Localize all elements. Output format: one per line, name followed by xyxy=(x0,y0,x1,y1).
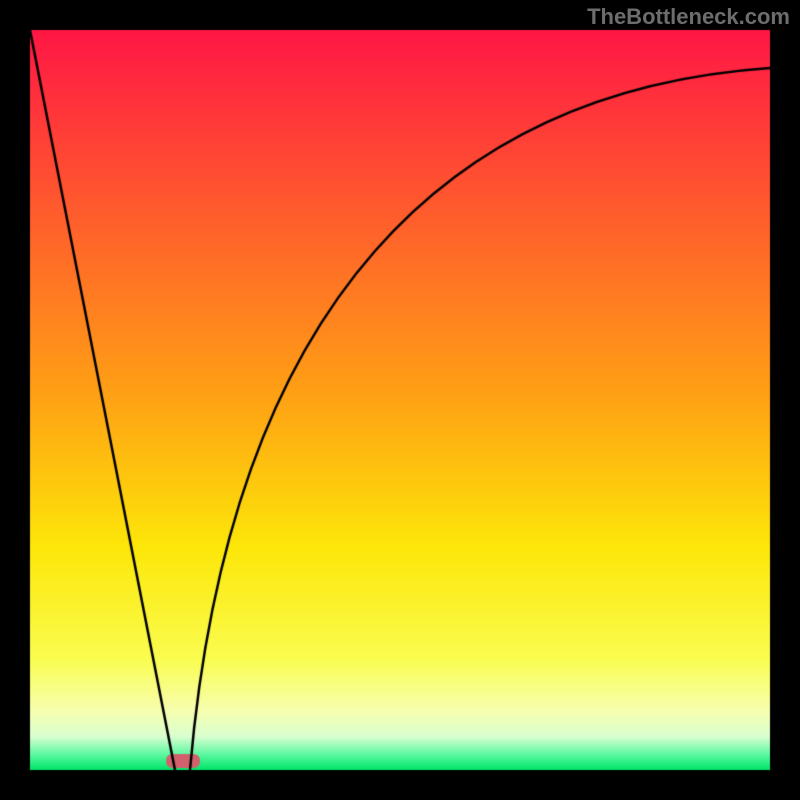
watermark-text: TheBottleneck.com xyxy=(587,4,790,30)
bottleneck-chart: TheBottleneck.com xyxy=(0,0,800,800)
chart-canvas xyxy=(0,0,800,800)
